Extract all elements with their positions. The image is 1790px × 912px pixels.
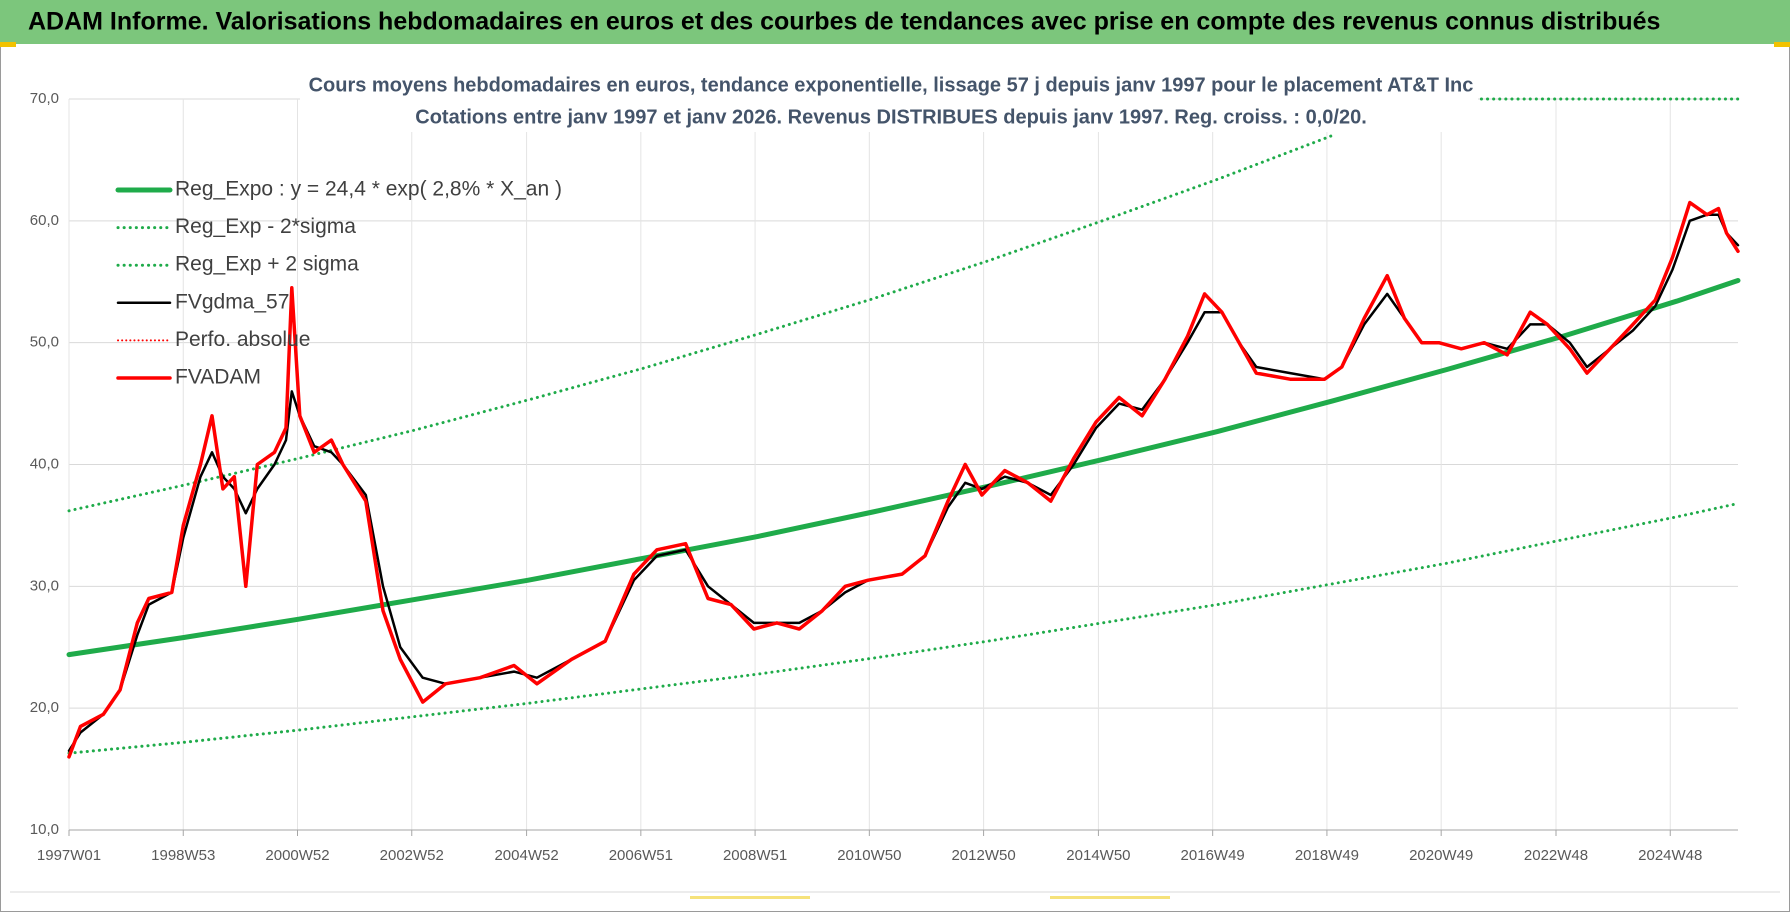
y-tick-label: 50,0 <box>30 334 59 351</box>
header-bar <box>0 0 1790 44</box>
legend-label: Perfo. absolue <box>175 328 310 351</box>
x-tick-label: 2012W50 <box>951 847 1015 864</box>
corner-mark <box>0 42 16 47</box>
y-tick-label: 70,0 <box>30 90 59 107</box>
y-tick-label: 10,0 <box>30 821 59 838</box>
x-tick-label: 1998W53 <box>151 847 215 864</box>
plot-lines <box>66 97 1741 759</box>
x-tick-label: 2016W49 <box>1181 847 1245 864</box>
y-tick-label: 20,0 <box>30 699 59 716</box>
y-tick-label: 40,0 <box>30 455 59 472</box>
x-tick-label: 1997W01 <box>37 847 101 864</box>
x-tick-label: 2002W52 <box>380 847 444 864</box>
series-line <box>67 200 1740 759</box>
x-tick-label: 2004W52 <box>494 847 558 864</box>
legend-label: Reg_Exp + 2 sigma <box>175 253 359 276</box>
legend-label: Reg_Exp - 2*sigma <box>175 215 356 238</box>
chart-title: Cours moyens hebdomadaires en euros, ten… <box>309 74 1474 96</box>
x-tick-label: 2006W51 <box>609 847 673 864</box>
title-background <box>300 70 1478 132</box>
x-tick-label: 2024W48 <box>1638 847 1702 864</box>
chart-subtitle: Cotations entre janv 1997 et janv 2026. … <box>415 106 1367 128</box>
x-tick-label: 2010W50 <box>837 847 901 864</box>
x-tick-label: 2008W51 <box>723 847 787 864</box>
legend-label: Reg_Expo : y = 24,4 * exp( 2,8% * X_an ) <box>175 178 562 201</box>
x-tick-label: 2018W49 <box>1295 847 1359 864</box>
series-line <box>67 502 1740 755</box>
legend-label: FVgdma_57 <box>175 290 289 313</box>
x-tick-label: 2014W50 <box>1066 847 1130 864</box>
x-tick-label: 2020W49 <box>1409 847 1473 864</box>
x-tick-label: 2000W52 <box>265 847 329 864</box>
x-tick-label: 2022W48 <box>1524 847 1588 864</box>
corner-mark <box>1774 42 1790 47</box>
header-title: ADAM Informe. Valorisations hebdomadaire… <box>28 8 1660 36</box>
legend: Reg_Expo : y = 24,4 * exp( 2,8% * X_an )… <box>115 178 562 389</box>
bottom-mark <box>690 896 810 899</box>
y-tick-label: 30,0 <box>30 577 59 594</box>
series-line <box>67 97 1740 513</box>
legend-label: FVADAM <box>175 366 261 389</box>
y-tick-label: 60,0 <box>30 212 59 229</box>
bottom-mark <box>1050 896 1170 899</box>
